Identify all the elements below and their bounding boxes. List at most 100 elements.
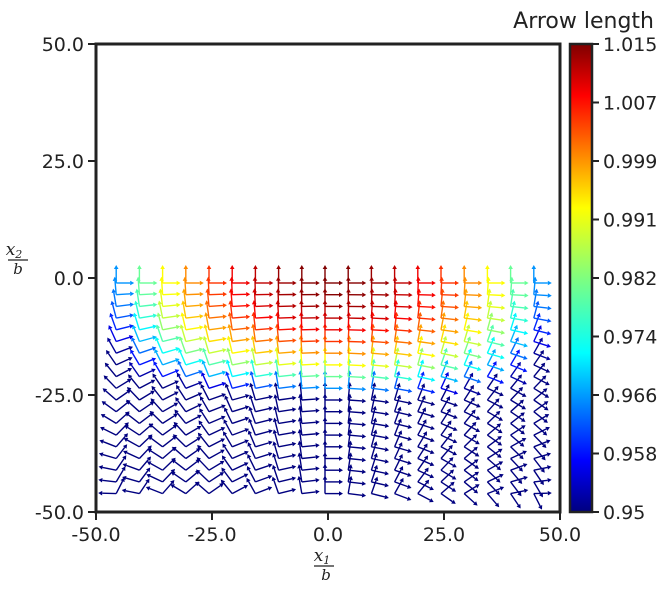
arrow-shaft [182, 304, 187, 319]
arrow-shaft [206, 304, 210, 319]
arrow-shaft [176, 412, 187, 424]
arrow-head [315, 431, 320, 437]
arrow-head [130, 291, 135, 297]
arrow-shaft [348, 387, 363, 390]
colorbar-tick-label: 0.999 [603, 151, 657, 173]
arrow-head [420, 383, 426, 388]
arrow-head [315, 466, 320, 471]
arrow-head [408, 364, 413, 370]
arrow-head [408, 316, 413, 322]
arrow-head [397, 418, 402, 423]
arrow-shaft [228, 327, 233, 342]
arrow-head [450, 481, 455, 487]
arrow-head [322, 265, 328, 269]
arrow-shaft [300, 315, 303, 330]
arrow-shaft [125, 490, 140, 495]
arrow-shaft [232, 372, 247, 378]
arrow-head [292, 418, 297, 424]
arrow-head [160, 265, 165, 269]
arrow-head [200, 396, 205, 401]
arrow-head [245, 382, 250, 388]
arrow-shaft [177, 399, 187, 413]
arrow-head [422, 431, 427, 436]
arrow-head [145, 478, 150, 484]
arrow-head [203, 324, 208, 329]
arrow-head [477, 354, 482, 359]
arrow-shaft [463, 375, 478, 382]
arrow-shaft [487, 422, 500, 432]
y-tick-label: 0.0 [54, 268, 84, 290]
arrow-shaft [440, 447, 451, 459]
arrow-head [268, 429, 273, 434]
arrow-shaft [162, 359, 177, 366]
arrow-shaft [106, 365, 117, 378]
arrow-head [500, 342, 505, 348]
arrow-head [244, 450, 249, 456]
arrow-head [421, 407, 427, 412]
arrow-head [199, 291, 204, 297]
arrow-head [384, 423, 390, 428]
arrow-shaft [154, 376, 164, 389]
arrow-shaft [126, 439, 140, 448]
arrow-shaft [255, 476, 269, 483]
arrow-shaft [115, 424, 127, 436]
arrow-head [454, 341, 459, 347]
arrow-head [429, 474, 435, 479]
arrow-head [135, 288, 140, 293]
arrow-head [442, 335, 448, 341]
arrow-head [406, 484, 412, 489]
arrow-shaft [208, 338, 223, 343]
arrow-head [406, 496, 412, 501]
arrow-shaft [255, 453, 269, 460]
arrow-head [488, 312, 494, 317]
arrow-head [465, 324, 471, 329]
arrow-shaft [115, 480, 124, 494]
arrow-shaft [255, 396, 270, 401]
arrow-head [100, 414, 106, 419]
arrow-shaft [510, 493, 520, 506]
arrow-head [524, 293, 529, 298]
arrow-head [245, 314, 251, 320]
arrow-shaft [255, 407, 270, 413]
arrow-shaft [510, 305, 525, 309]
arrow-head [497, 441, 503, 446]
arrow-shaft [278, 397, 293, 401]
arrow-shaft [247, 481, 257, 494]
arrow-head [137, 265, 142, 269]
arrow-head [475, 427, 481, 433]
arrow-head [521, 425, 526, 430]
colorbar [568, 42, 594, 514]
arrow-shaft [487, 340, 502, 346]
arrow-shaft [510, 294, 525, 297]
arrow-shaft [208, 473, 222, 483]
arrow-shaft [115, 336, 130, 343]
arrow-shaft [510, 422, 523, 433]
arrow-head [130, 280, 135, 286]
arrow-head [276, 265, 281, 269]
arrow-shaft [162, 326, 177, 331]
arrow-shaft [278, 351, 293, 354]
arrow-head [176, 291, 181, 297]
arrow-head [245, 337, 251, 342]
arrow-shaft [273, 468, 280, 483]
arrow-shaft [394, 305, 409, 308]
arrow-head [223, 407, 229, 412]
arrow-shaft [253, 304, 257, 319]
arrow-shaft [487, 294, 502, 297]
arrow-shaft [440, 387, 455, 394]
arrow-shaft [232, 350, 247, 354]
arrow-head [174, 380, 179, 385]
arrow-head [229, 265, 235, 269]
arrow-head [170, 471, 176, 476]
arrow-head [385, 328, 390, 333]
colorbar-tick-label: 1.007 [603, 93, 657, 115]
arrow-head [124, 425, 129, 430]
arrow-head [150, 398, 155, 403]
arrow-shaft [278, 362, 293, 366]
arrow-shaft [223, 470, 233, 483]
arrow-head [195, 481, 200, 487]
arrow-shaft [185, 416, 199, 425]
arrow-head [545, 426, 550, 431]
arrow-head [441, 312, 446, 317]
arrow-head [452, 439, 458, 444]
